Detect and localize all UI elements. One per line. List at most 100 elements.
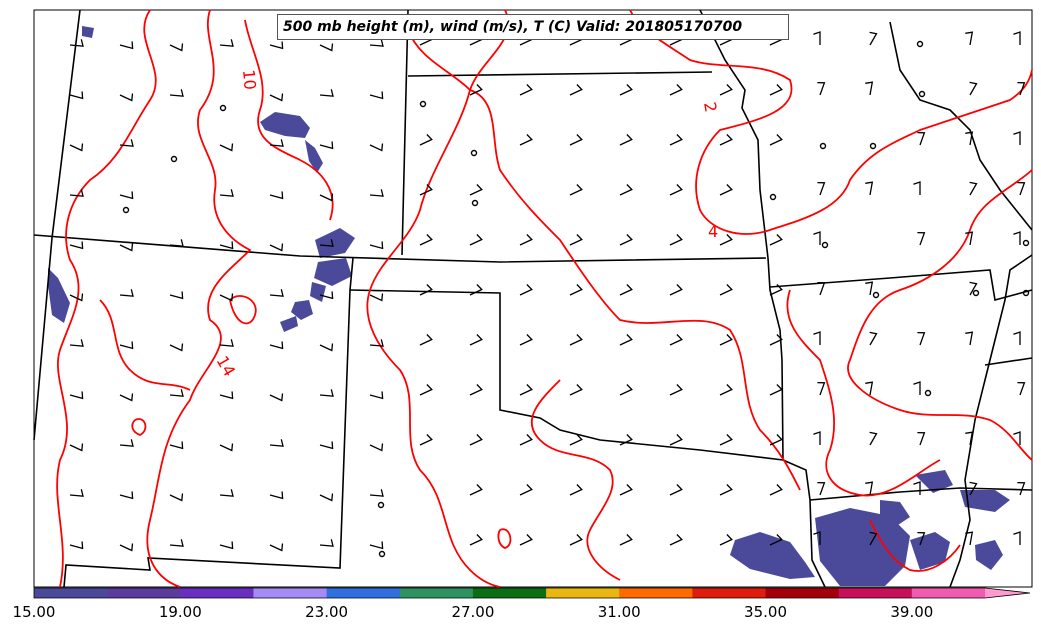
wind-barb <box>469 334 483 346</box>
wind-barb <box>69 541 84 550</box>
wind-barb <box>219 541 234 550</box>
wind-barb <box>1013 131 1021 145</box>
wind-barb <box>369 541 384 550</box>
wind-barb <box>869 531 878 546</box>
wind-barb <box>569 434 583 446</box>
border-line <box>401 9 409 256</box>
wind-barb <box>913 481 921 495</box>
calm-wind-circles <box>122 40 1030 558</box>
wind-barb <box>965 531 974 546</box>
wind-barb <box>769 534 783 546</box>
wind-barb <box>619 184 633 196</box>
wind-barb <box>219 143 234 152</box>
border-line <box>769 269 1033 302</box>
wind-barb <box>419 234 433 246</box>
colorbar-tick-label: 15.00 <box>12 603 56 621</box>
wind-barb <box>219 39 234 47</box>
wind-barb <box>219 489 234 497</box>
wind-barb <box>719 84 733 96</box>
wind-barb <box>969 281 978 296</box>
wind-barb <box>319 343 334 352</box>
contour-line <box>229 295 257 325</box>
colorbar-segment <box>326 588 401 598</box>
map-title: 500 mb height (m), wind (m/s), T (C) Val… <box>277 14 789 40</box>
colorbar-segment <box>399 588 474 598</box>
wind-barb <box>269 41 284 50</box>
wind-barb <box>619 534 633 546</box>
calm-circle <box>471 199 479 207</box>
wind-barb <box>419 334 433 346</box>
wind-barb <box>319 193 334 202</box>
contour-line <box>847 169 1033 461</box>
wind-barb <box>319 239 334 247</box>
wind-barb <box>969 481 978 496</box>
calm-circle <box>1022 239 1030 247</box>
wind-barb <box>865 181 874 196</box>
colorbar-tick-label: 31.00 <box>597 603 641 621</box>
wind-barb <box>769 134 783 146</box>
map-frame <box>33 9 1033 588</box>
wind-barb <box>813 431 821 445</box>
shade-patch <box>960 490 1010 512</box>
wind-barb <box>369 293 384 302</box>
wind-barb <box>69 39 84 47</box>
contour-line <box>786 289 941 497</box>
wind-barb <box>269 93 284 102</box>
contour-label: 4 <box>708 222 718 241</box>
shade-patch <box>815 508 910 586</box>
wind-barb <box>319 291 334 300</box>
wind-barb <box>1013 531 1021 545</box>
wind-barb <box>917 131 926 146</box>
wind-barb <box>619 384 633 396</box>
calm-circle <box>219 104 227 112</box>
colorbar-tick-label: 27.00 <box>451 603 495 621</box>
wind-barb <box>769 484 783 496</box>
wind-barb <box>169 239 184 247</box>
wind-barb <box>865 81 874 96</box>
wind-barb <box>469 534 483 546</box>
colorbar-segment <box>180 588 254 598</box>
wind-barb <box>569 84 583 96</box>
wind-barb <box>769 234 783 246</box>
wind-barb <box>169 539 184 547</box>
wind-barb <box>119 289 134 297</box>
wind-barb <box>813 231 821 245</box>
wind-barb <box>619 434 633 446</box>
calm-circle <box>378 550 386 558</box>
wind-barb <box>369 39 384 47</box>
wind-barb <box>219 443 234 452</box>
wind-barb <box>519 84 533 96</box>
wind-barb <box>917 431 926 446</box>
wind-barb <box>719 134 733 146</box>
wind-barb <box>469 384 483 396</box>
wind-barb <box>519 434 533 446</box>
wind-barb <box>1013 231 1021 245</box>
colorbar-outline <box>33 587 1031 599</box>
calm-circle <box>769 193 777 201</box>
wind-barb <box>965 131 974 146</box>
wind-barb <box>119 41 134 50</box>
wind-barb <box>69 189 84 197</box>
contour-line <box>244 19 334 221</box>
wind-barb <box>969 81 978 96</box>
border-line <box>984 357 1033 366</box>
contour-line <box>497 528 512 549</box>
border-line <box>889 21 1033 231</box>
wind-barb <box>813 31 821 45</box>
wind-barb <box>1017 81 1026 96</box>
wind-barb <box>719 534 733 546</box>
wind-barb <box>69 391 84 400</box>
wind-barb <box>469 234 483 246</box>
wind-barb <box>569 184 583 196</box>
wind-barb <box>119 543 134 552</box>
wind-barb <box>719 434 733 446</box>
wind-barb <box>869 431 878 446</box>
wind-barb <box>369 91 384 100</box>
colorbar-segment <box>107 588 181 598</box>
wind-barb <box>569 334 583 346</box>
wind-barb <box>319 43 334 52</box>
wind-barb <box>965 31 974 46</box>
colorbar-segment <box>472 588 547 598</box>
wind-barb <box>913 381 921 395</box>
